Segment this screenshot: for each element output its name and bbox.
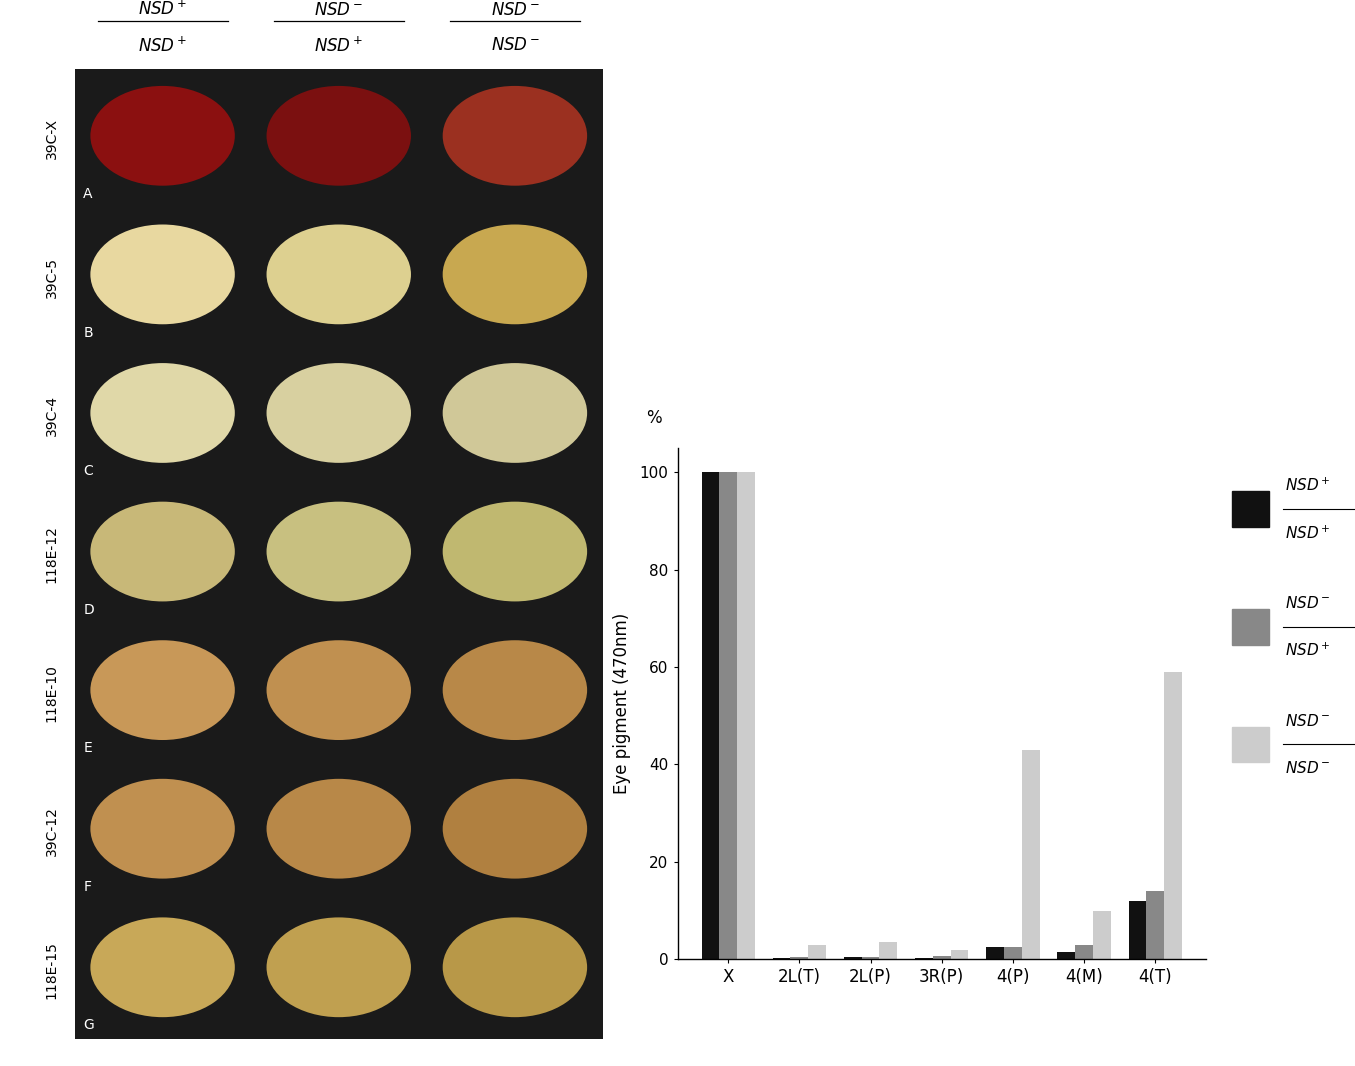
Text: NSD$^+$: NSD$^+$	[1286, 642, 1331, 660]
Bar	[862, 957, 879, 959]
Ellipse shape	[91, 502, 234, 601]
Ellipse shape	[443, 86, 587, 185]
Text: 39C-X: 39C-X	[45, 118, 58, 159]
Ellipse shape	[443, 641, 587, 740]
Text: NSD$^-$: NSD$^-$	[491, 1, 539, 19]
Bar	[844, 957, 862, 959]
Text: G: G	[84, 1018, 93, 1032]
Bar	[720, 472, 737, 959]
Bar	[1004, 948, 1022, 959]
Bar	[951, 950, 969, 959]
Bar	[1233, 609, 1270, 645]
Text: D: D	[84, 602, 93, 616]
Text: NSD$^+$: NSD$^+$	[1286, 524, 1331, 542]
Bar	[737, 472, 755, 959]
Bar	[915, 958, 932, 959]
Bar	[1022, 749, 1039, 959]
Text: A: A	[84, 187, 93, 200]
Ellipse shape	[91, 641, 234, 740]
Text: NSD$^+$: NSD$^+$	[138, 0, 187, 19]
Text: 39C-4: 39C-4	[45, 395, 58, 436]
Text: B: B	[84, 325, 93, 339]
Text: 118E-12: 118E-12	[45, 526, 58, 583]
Bar	[790, 957, 809, 959]
Ellipse shape	[443, 918, 587, 1017]
Bar	[986, 948, 1004, 959]
Text: NSD$^+$: NSD$^+$	[1286, 477, 1331, 494]
Bar	[702, 472, 720, 959]
Text: %: %	[646, 409, 661, 427]
Ellipse shape	[91, 225, 234, 324]
Bar	[1233, 491, 1270, 527]
Text: 39C-5: 39C-5	[45, 257, 58, 297]
Bar	[879, 942, 897, 959]
Bar	[809, 944, 827, 959]
Text: F: F	[84, 879, 91, 893]
Bar	[1233, 727, 1270, 762]
Text: E: E	[84, 741, 92, 755]
Bar	[932, 955, 951, 959]
Ellipse shape	[91, 364, 234, 463]
Text: 39C-12: 39C-12	[45, 807, 58, 856]
Ellipse shape	[267, 86, 411, 185]
Ellipse shape	[267, 502, 411, 601]
Ellipse shape	[443, 225, 587, 324]
Text: NSD$^-$: NSD$^-$	[1286, 713, 1331, 729]
Ellipse shape	[91, 86, 234, 185]
Text: 118E-15: 118E-15	[45, 941, 58, 999]
Text: NSD$^+$: NSD$^+$	[138, 36, 187, 55]
Ellipse shape	[267, 225, 411, 324]
Text: NSD$^+$: NSD$^+$	[314, 36, 363, 55]
Ellipse shape	[267, 364, 411, 463]
Ellipse shape	[91, 779, 234, 878]
Bar	[1075, 944, 1093, 959]
Bar	[1146, 891, 1164, 959]
Ellipse shape	[267, 918, 411, 1017]
Bar	[1164, 672, 1182, 959]
Bar	[772, 958, 790, 959]
Ellipse shape	[267, 641, 411, 740]
Text: NSD$^-$: NSD$^-$	[314, 1, 363, 19]
Text: 118E-10: 118E-10	[45, 664, 58, 722]
Bar	[1129, 901, 1146, 959]
Text: NSD$^-$: NSD$^-$	[1286, 760, 1331, 776]
Ellipse shape	[91, 918, 234, 1017]
Ellipse shape	[443, 502, 587, 601]
Y-axis label: Eye pigment (470nm): Eye pigment (470nm)	[614, 613, 631, 794]
Bar	[1093, 910, 1111, 959]
Text: C: C	[84, 464, 93, 478]
Ellipse shape	[443, 779, 587, 878]
Ellipse shape	[267, 779, 411, 878]
Bar	[1057, 952, 1075, 959]
Ellipse shape	[443, 364, 587, 463]
Text: NSD$^-$: NSD$^-$	[491, 36, 539, 54]
Text: NSD$^-$: NSD$^-$	[1286, 596, 1331, 612]
